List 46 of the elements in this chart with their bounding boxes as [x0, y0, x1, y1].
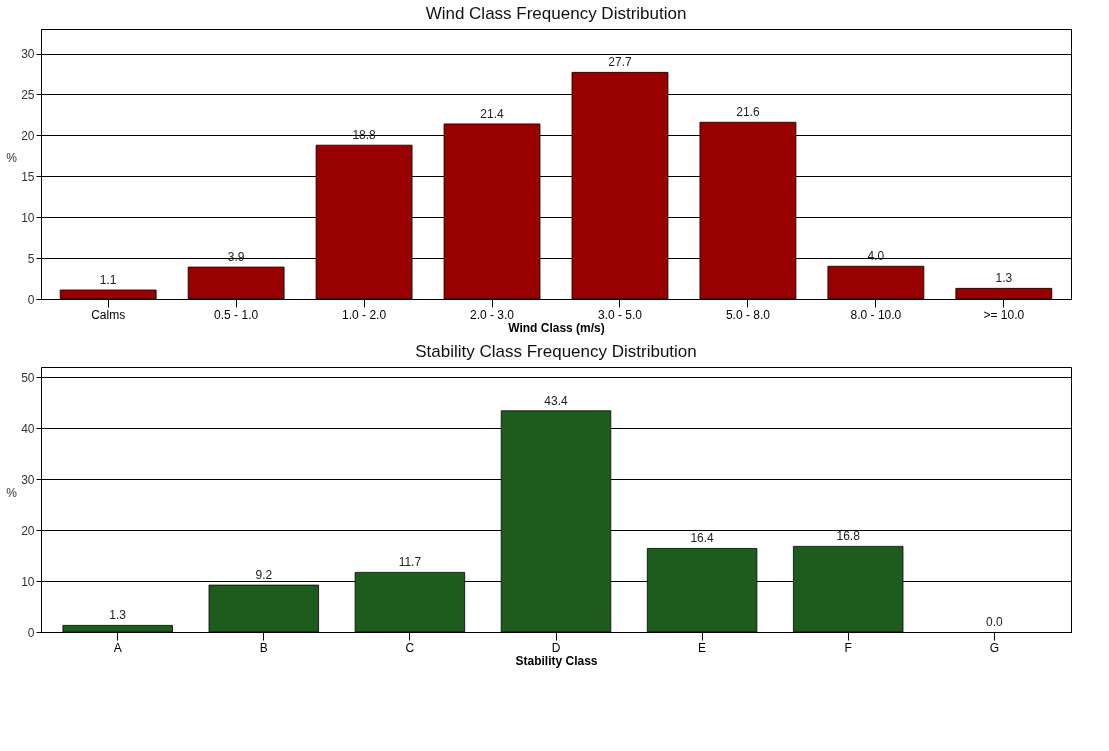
- y-tick-label: 25: [21, 87, 35, 102]
- x-tick-label: >= 10.0: [983, 307, 1025, 322]
- y-tick-label: 0: [27, 625, 35, 640]
- y-tick-label: 30: [21, 472, 35, 487]
- x-tick-label: 0.5 - 1.0: [214, 307, 259, 322]
- y-tick-label: 20: [21, 523, 35, 538]
- data-label: 16.8: [836, 529, 861, 544]
- x-axis-title: Wind Class (m/s): [508, 320, 605, 335]
- data-label: 1.3: [109, 608, 127, 623]
- chart-title: Stability Class Frequency Distribution: [415, 342, 697, 361]
- x-tick-label: 1.0 - 2.0: [342, 307, 387, 322]
- x-tick-label: A: [113, 640, 122, 655]
- data-label: 11.7: [398, 555, 422, 570]
- y-tick-label: 40: [21, 421, 35, 436]
- chart-title: Wind Class Frequency Distribution: [425, 4, 687, 23]
- y-tick-label: 0: [27, 292, 35, 307]
- x-axis-title: Stability Class: [515, 653, 598, 668]
- y-axis-title: %: [6, 486, 18, 500]
- x-tick-label: 3.0 - 5.0: [597, 307, 643, 322]
- y-tick-label: 15: [21, 169, 35, 184]
- data-label: 9.2: [255, 568, 273, 583]
- x-tick-label: F: [844, 640, 852, 655]
- x-tick-label: 5.0 - 8.0: [725, 307, 771, 322]
- data-label: 16.4: [690, 531, 715, 546]
- x-tick-label: D: [551, 640, 561, 655]
- y-tick-label: 5: [27, 251, 35, 266]
- y-axis-title: %: [6, 150, 18, 165]
- data-label: 21.6: [736, 105, 760, 120]
- x-tick-label: Calms: [91, 307, 126, 322]
- x-tick-label: G: [989, 640, 999, 655]
- x-tick-label: C: [405, 640, 415, 655]
- data-label: 21.4: [480, 106, 505, 121]
- x-tick-label: E: [698, 640, 707, 655]
- y-tick-label: 30: [21, 47, 35, 62]
- data-label: 0.0: [985, 615, 1003, 629]
- x-tick-label: B: [259, 640, 268, 655]
- y-tick-label: 20: [21, 128, 35, 143]
- x-tick-label: 2.0 - 3.0: [470, 307, 515, 322]
- data-label: 27.7: [608, 55, 632, 70]
- y-tick-label: 50: [21, 370, 35, 385]
- data-label: 1.3: [995, 271, 1013, 286]
- data-label: 43.4: [544, 393, 568, 408]
- y-tick-label: 10: [21, 210, 35, 225]
- x-tick-label: 8.0 - 10.0: [850, 307, 902, 322]
- y-tick-label: 10: [21, 574, 35, 589]
- data-label: 1.1: [99, 273, 117, 287]
